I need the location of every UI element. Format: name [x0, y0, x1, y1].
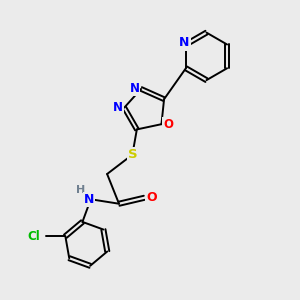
- Text: O: O: [146, 191, 157, 204]
- Text: N: N: [130, 82, 140, 95]
- Text: H: H: [76, 185, 85, 195]
- Text: O: O: [163, 118, 173, 131]
- Text: Cl: Cl: [27, 230, 40, 243]
- Text: N: N: [113, 101, 123, 114]
- Text: N: N: [179, 37, 190, 50]
- Text: S: S: [128, 148, 137, 161]
- Text: N: N: [84, 193, 94, 206]
